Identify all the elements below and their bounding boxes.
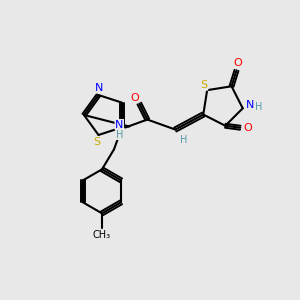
Text: S: S <box>93 137 100 147</box>
Text: H: H <box>180 134 187 145</box>
Text: N: N <box>115 119 124 130</box>
Text: O: O <box>130 92 139 103</box>
Text: S: S <box>201 80 208 90</box>
Text: N: N <box>95 83 104 93</box>
Text: O: O <box>233 58 242 68</box>
Text: N: N <box>246 100 254 110</box>
Text: O: O <box>243 123 252 133</box>
Text: CH₃: CH₃ <box>93 230 111 240</box>
Text: H: H <box>255 102 262 112</box>
Text: H: H <box>116 130 123 140</box>
